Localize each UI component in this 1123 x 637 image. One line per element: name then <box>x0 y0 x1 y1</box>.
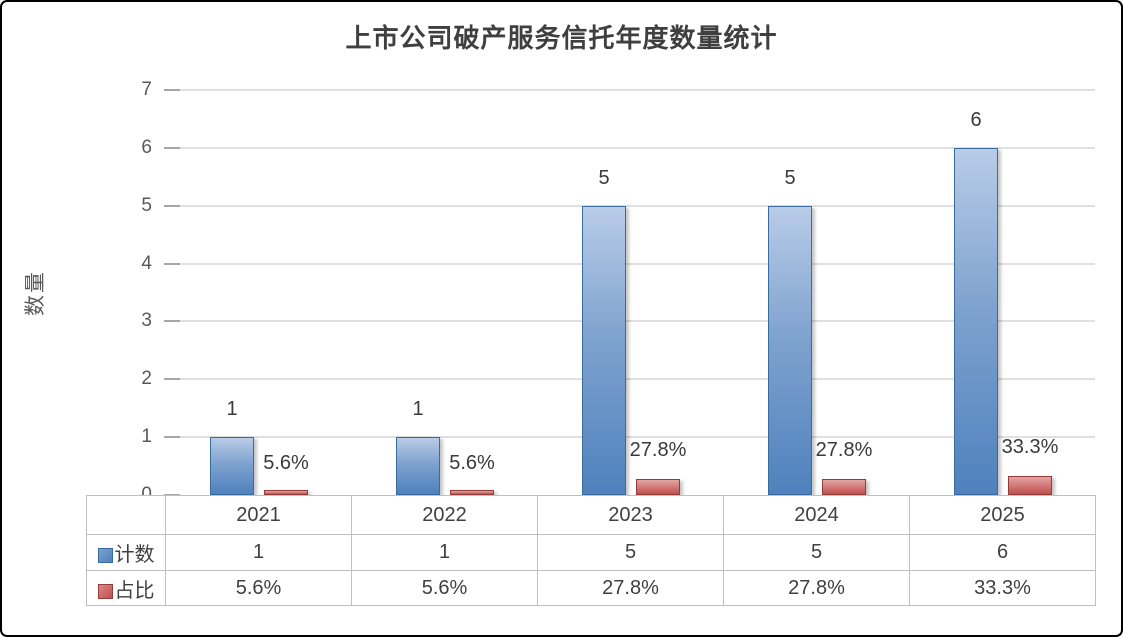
y-tick-label: 3 <box>141 310 152 331</box>
gridline <box>165 320 1095 322</box>
y-tick-mark <box>164 205 180 207</box>
table-header-year: 2023 <box>537 495 724 535</box>
y-tick-mark <box>164 320 180 322</box>
table-cell-pct: 27.8% <box>537 570 724 606</box>
table-cell-pct: 5.6% <box>165 570 352 606</box>
bar-pct-2021 <box>264 490 308 495</box>
table-cell-count: 5 <box>723 534 910 571</box>
bar-count-2023 <box>582 206 626 495</box>
y-tick-label: 2 <box>141 368 152 389</box>
y-tick-label: 0 <box>141 484 152 505</box>
table-row-pct: 占比 5.6% 5.6% 27.8% 27.8% 33.3% <box>86 570 1096 606</box>
table-cell-count: 5 <box>537 534 724 571</box>
gridline <box>165 378 1095 380</box>
data-label-count-2021: 1 <box>226 398 238 420</box>
data-label-count-2023: 5 <box>598 167 610 189</box>
data-label-count-2022: 1 <box>412 398 424 420</box>
legend-item-count: 计数 <box>86 534 166 571</box>
bar-count-2022 <box>396 437 440 495</box>
chart-title: 上市公司破产服务信托年度数量统计 <box>345 24 778 53</box>
table-header-year: 2025 <box>909 495 1096 535</box>
bar-pct-2024 <box>822 479 866 495</box>
table-row-years: 2021 2022 2023 2024 2025 <box>86 495 1096 535</box>
bar-count-2025 <box>954 148 998 495</box>
y-tick-mark <box>164 147 180 149</box>
table-header-year: 2022 <box>351 495 538 535</box>
y-tick-label: 7 <box>141 79 152 100</box>
table-header-year: 2021 <box>165 495 352 535</box>
bar-count-2021 <box>210 437 254 495</box>
y-tick-mark <box>164 436 180 438</box>
y-tick-label: 6 <box>141 137 152 158</box>
gridline <box>165 205 1095 207</box>
y-tick-label: 4 <box>141 253 152 274</box>
data-label-pct-2023: 27.8% <box>629 439 687 461</box>
data-label-pct-2022: 5.6% <box>449 452 495 474</box>
table-cell-pct: 5.6% <box>351 570 538 606</box>
y-tick-label: 1 <box>141 426 152 447</box>
table-cell-count: 6 <box>909 534 1096 571</box>
data-label-pct-2024: 27.8% <box>815 439 873 461</box>
table-header-year: 2024 <box>723 495 910 535</box>
legend-swatch-pct-icon <box>97 583 113 599</box>
series-name-count: 计数 <box>114 544 155 566</box>
bar-pct-2025 <box>1008 476 1052 495</box>
y-tick-mark <box>164 89 180 91</box>
data-label-pct-2025: 33.3% <box>1001 436 1059 458</box>
legend-item-pct: 占比 <box>86 570 166 606</box>
bar-pct-2022 <box>450 490 494 495</box>
table-cell-pct: 33.3% <box>909 570 1096 606</box>
legend-swatch-count-icon <box>97 548 113 563</box>
data-label-count-2024: 5 <box>784 167 796 189</box>
bar-pct-2023 <box>636 479 680 495</box>
gridline <box>165 147 1095 149</box>
table-cell-pct: 27.8% <box>723 570 910 606</box>
data-table: 2021 2022 2023 2024 2025 计数 1 1 5 5 6 占比… <box>86 495 1096 606</box>
table-row-count: 计数 1 1 5 5 6 <box>86 534 1096 571</box>
table-cell-count: 1 <box>165 534 352 571</box>
series-name-pct: 占比 <box>114 579 155 602</box>
y-tick-label: 5 <box>141 195 152 216</box>
bar-count-2024 <box>768 206 812 495</box>
data-label-pct-2021: 5.6% <box>263 452 309 474</box>
y-tick-mark <box>164 378 180 380</box>
gridline <box>165 263 1095 265</box>
gridline <box>165 89 1095 91</box>
data-label-count-2025: 6 <box>970 109 982 131</box>
y-tick-mark <box>164 263 180 265</box>
gridline <box>165 436 1095 438</box>
table-corner-cell <box>86 495 166 535</box>
y-axis-title: 数量 <box>24 270 47 316</box>
table-cell-count: 1 <box>351 534 538 571</box>
